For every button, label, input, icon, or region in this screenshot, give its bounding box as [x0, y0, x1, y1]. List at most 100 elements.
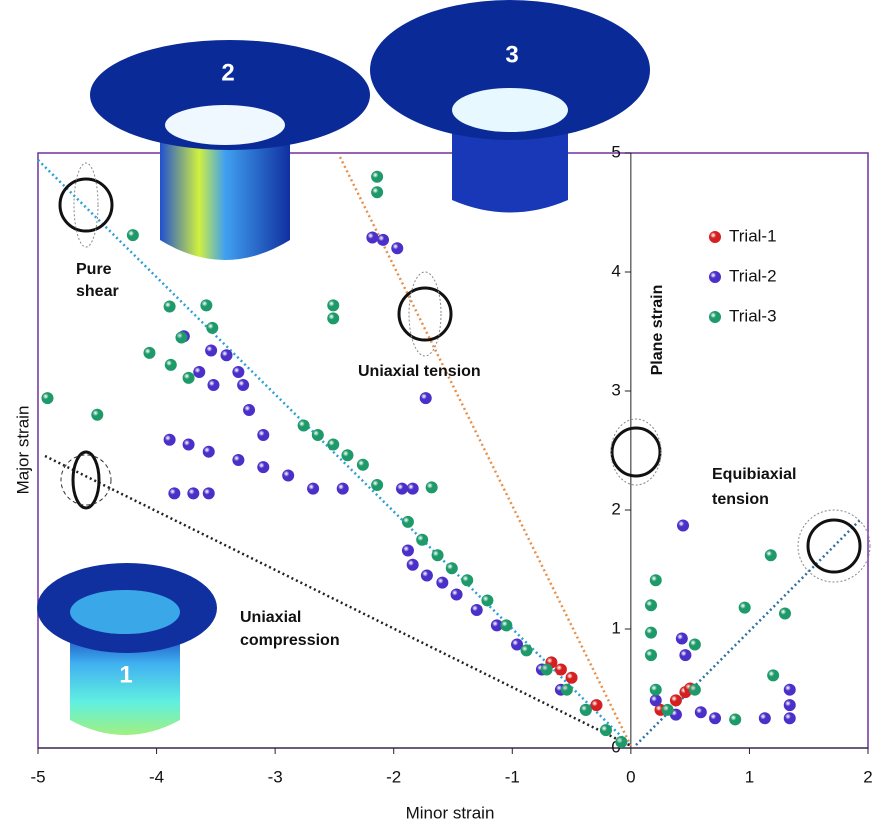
point	[307, 483, 319, 495]
inset-label: 1	[119, 661, 132, 688]
series	[164, 231, 796, 724]
point	[391, 242, 403, 254]
point	[709, 712, 721, 724]
point	[555, 663, 567, 675]
point	[164, 434, 176, 446]
point	[471, 604, 483, 616]
point	[689, 684, 701, 696]
y-tick-label: 4	[611, 261, 620, 280]
point	[371, 479, 383, 491]
annotation: Equibiaxial	[712, 466, 796, 483]
point	[500, 619, 512, 631]
point	[207, 379, 219, 391]
point	[779, 608, 791, 620]
x-tick-label: 0	[626, 767, 635, 786]
y-tick-label: 1	[611, 618, 620, 637]
point	[371, 186, 383, 198]
point	[164, 301, 176, 313]
point	[165, 359, 177, 371]
point	[232, 366, 244, 378]
point	[421, 569, 433, 581]
point	[41, 392, 53, 404]
point	[243, 404, 255, 416]
inset-label: 3	[505, 41, 518, 68]
plane-circle	[612, 428, 660, 476]
point	[237, 379, 249, 391]
inset-cup-2: 2	[90, 40, 370, 260]
shear-circle	[60, 179, 112, 231]
legend-marker	[709, 271, 721, 283]
legend: Trial-1Trial-2Trial-3	[709, 226, 777, 325]
annotation: Uniaxial	[240, 609, 301, 626]
point	[183, 439, 195, 451]
point	[341, 449, 353, 461]
point	[650, 684, 662, 696]
point	[407, 559, 419, 571]
point	[676, 633, 688, 645]
point	[446, 562, 458, 574]
point	[337, 483, 349, 495]
point	[366, 231, 378, 243]
cup-opening	[165, 105, 285, 145]
tension-circle	[399, 288, 451, 340]
point	[91, 409, 103, 421]
point	[580, 704, 592, 716]
point	[481, 594, 493, 606]
point	[221, 349, 233, 361]
point	[677, 519, 689, 531]
point	[407, 483, 419, 495]
compression-circle	[61, 455, 111, 505]
point	[127, 229, 139, 241]
point	[357, 459, 369, 471]
inset-cup-1: 1	[37, 563, 217, 735]
x-tick-label: -2	[386, 767, 401, 786]
y-tick-label: 2	[611, 499, 620, 518]
point	[402, 516, 414, 528]
legend-marker	[709, 311, 721, 323]
point	[168, 487, 180, 499]
annotation: compression	[240, 632, 340, 649]
point	[645, 649, 657, 661]
y-tick-label: 5	[611, 142, 620, 161]
point	[312, 429, 324, 441]
legend-label: Trial-2	[729, 266, 777, 285]
point	[521, 644, 533, 656]
annotation: Pure	[76, 261, 112, 278]
x-tick-label: -1	[505, 767, 520, 786]
point	[327, 299, 339, 311]
point	[416, 534, 428, 546]
point	[371, 171, 383, 183]
inset-label: 2	[221, 59, 234, 86]
point	[765, 549, 777, 561]
point	[143, 347, 155, 359]
point	[615, 736, 627, 748]
point	[650, 574, 662, 586]
point	[327, 312, 339, 324]
point	[203, 446, 215, 458]
x-tick-label: -4	[149, 767, 164, 786]
point	[193, 366, 205, 378]
legend-label: Trial-3	[729, 306, 777, 325]
legend-marker	[709, 231, 721, 243]
point	[739, 602, 751, 614]
point	[187, 487, 199, 499]
point	[257, 429, 269, 441]
annotation: shear	[76, 283, 119, 300]
y-axis-label: Major strain	[13, 406, 32, 495]
point	[767, 669, 779, 681]
point	[200, 299, 212, 311]
annotation: Plane strain	[649, 285, 666, 376]
point	[561, 684, 573, 696]
point	[377, 234, 389, 246]
inset-cup-3: 3	[370, 0, 650, 213]
cup-opening	[70, 590, 180, 634]
point	[257, 461, 269, 473]
x-axis-label: Minor strain	[406, 803, 495, 822]
point	[298, 420, 310, 432]
point	[590, 699, 602, 711]
shear-ellipse	[74, 163, 98, 247]
y-tick-label: 3	[611, 380, 620, 399]
annotation: tension	[712, 491, 769, 508]
point	[183, 372, 195, 384]
point	[232, 454, 244, 466]
